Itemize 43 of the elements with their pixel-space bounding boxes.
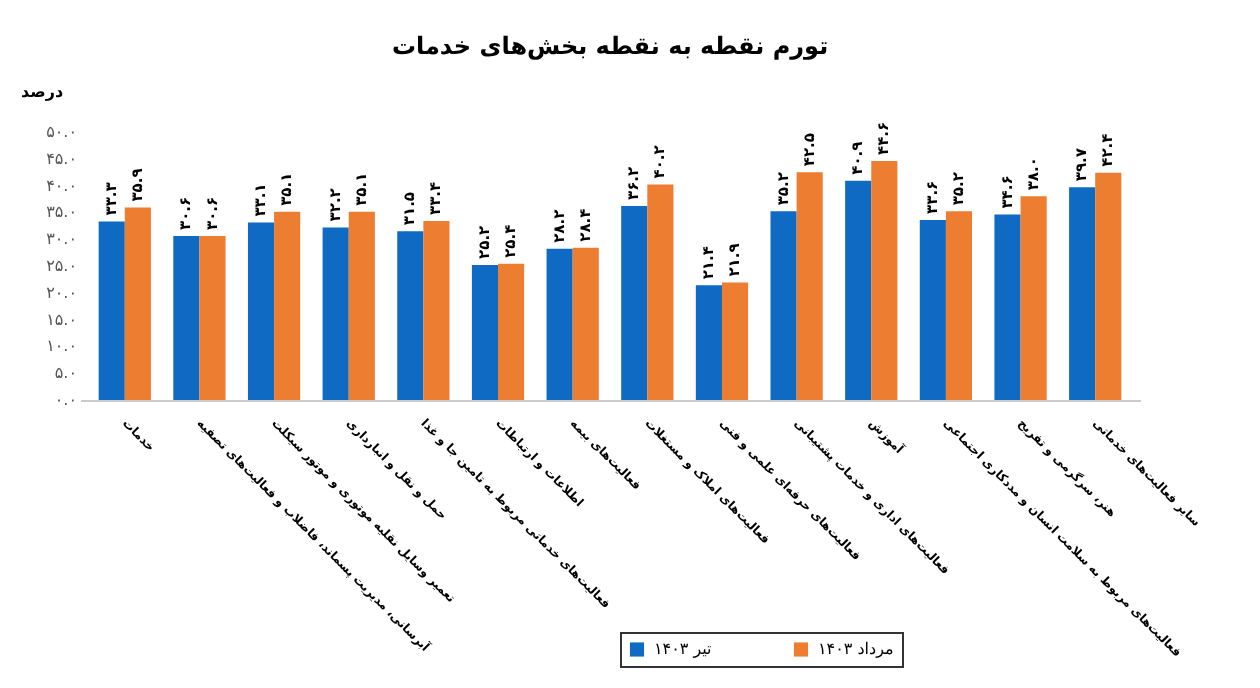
y-tick-label: ۱۵.۰ bbox=[46, 310, 77, 329]
y-tick-label: ۱۰.۰ bbox=[46, 337, 77, 356]
bar bbox=[1095, 172, 1122, 400]
bar bbox=[1020, 196, 1047, 400]
bar bbox=[498, 263, 525, 400]
bar bbox=[397, 231, 424, 400]
bar bbox=[919, 219, 946, 400]
bar bbox=[98, 221, 125, 400]
bar bbox=[274, 211, 301, 400]
chart-title: تورم نقطه به نقطه بخش‌های خدمات bbox=[391, 32, 829, 60]
bar bbox=[871, 160, 898, 400]
bar bbox=[721, 282, 749, 400]
y-tick-label: ۴۵.۰ bbox=[46, 149, 77, 168]
legend-label: مرداد ۱۴۰۳ bbox=[818, 639, 894, 658]
y-tick-label: ۳۵.۰ bbox=[46, 203, 77, 222]
bar bbox=[322, 227, 349, 400]
y-tick-label: ۲۰.۰ bbox=[46, 283, 77, 302]
bar bbox=[994, 214, 1021, 400]
bar bbox=[348, 211, 375, 400]
bar bbox=[124, 207, 151, 400]
bar bbox=[845, 180, 872, 400]
bar bbox=[173, 235, 200, 400]
bar bbox=[770, 211, 797, 400]
bar bbox=[247, 222, 275, 400]
y-tick-label: ۵۰.۰ bbox=[46, 123, 77, 141]
bar bbox=[199, 235, 226, 400]
bar bbox=[471, 264, 499, 400]
bar bbox=[621, 205, 648, 400]
y-axis-title: درصد bbox=[21, 83, 64, 101]
bar bbox=[546, 248, 573, 400]
y-tick-label: ۰.۰ bbox=[54, 391, 77, 409]
bar bbox=[796, 172, 823, 400]
y-tick-label: ۴۰.۰ bbox=[46, 176, 77, 195]
bar bbox=[572, 247, 599, 400]
bar bbox=[695, 285, 722, 400]
bar bbox=[647, 184, 674, 400]
bar bbox=[945, 211, 973, 400]
y-tick-label: ۳۰.۰ bbox=[46, 230, 77, 249]
bar bbox=[423, 220, 450, 400]
bar bbox=[1069, 187, 1096, 400]
y-tick-label: ۲۵.۰ bbox=[46, 257, 77, 275]
y-tick-label: ۵.۰ bbox=[54, 364, 77, 383]
legend-label: تیر ۱۴۰۳ bbox=[654, 639, 712, 658]
